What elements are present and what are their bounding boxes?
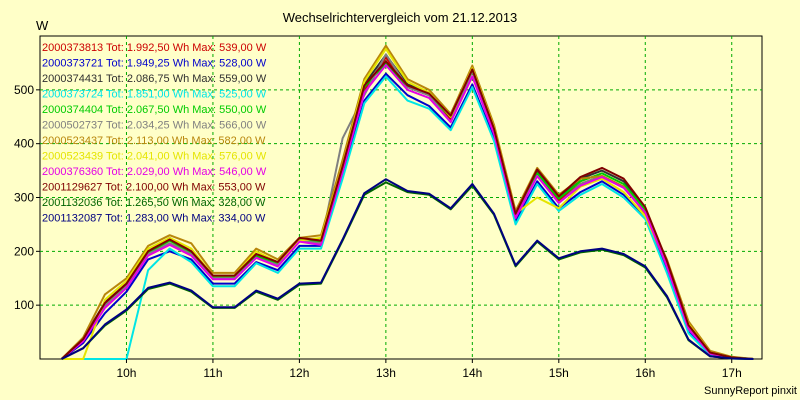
legend-entry-2000374404: 2000374404 Tot: 2.067,50 Wh Max: 550,00 … <box>42 104 267 116</box>
legend-entry-2000373724: 2000373724 Tot: 1.851,00 Wh Max: 525,00 … <box>42 89 267 101</box>
legend: 2000373813 Tot: 1.992,50 Wh Max: 539,00 … <box>42 42 267 225</box>
series-line-2000376360 <box>60 64 754 360</box>
y-axis-unit: W <box>36 18 49 33</box>
x-axis: 10h 11h 12h 13h 14h 15h 16h 17h <box>116 359 742 380</box>
y-tick-label: 100 <box>14 298 34 312</box>
legend-entry-2000376360: 2000376360 Tot: 2.029,00 Wh Max: 546,00 … <box>42 166 267 178</box>
y-tick-label: 200 <box>14 244 34 258</box>
chart-title: Wechselrichtervergleich vom 21.12.2013 <box>283 10 518 25</box>
legend-entry-2000523439: 2000523439 Tot: 2.041,00 Wh Max: 576,00 … <box>42 151 267 163</box>
series-line-2000523439 <box>61 47 754 360</box>
x-tick-label: 16h <box>635 366 655 380</box>
y-tick-label: 300 <box>14 191 34 205</box>
legend-entry-2000374431: 2000374431 Tot: 2.086,75 Wh Max: 559,00 … <box>42 73 267 85</box>
series-line-2001132087 <box>61 178 754 360</box>
series-line-2001129627 <box>60 60 754 360</box>
legend-entry-2000502737: 2000502737 Tot: 2.034,25 Wh Max: 566,00 … <box>42 120 267 132</box>
legend-entry-2001129627: 2001129627 Tot: 2.100,00 Wh Max: 553,00 … <box>42 182 266 194</box>
y-tick-label: 400 <box>14 137 34 151</box>
legend-entry-2001132036: 2001132036 Tot: 1.265,50 Wh Max: 328,00 … <box>42 197 266 209</box>
series-line-2000373724 <box>61 75 754 360</box>
x-tick-label: 12h <box>289 366 309 380</box>
legend-entry-2001132087: 2001132087 Tot: 1.283,00 Wh Max: 334,00 … <box>42 213 266 225</box>
y-axis: 100 200 300 400 500 <box>14 83 40 312</box>
x-tick-label: 15h <box>549 366 569 380</box>
x-tick-label: 13h <box>376 366 396 380</box>
x-tick-label: 17h <box>722 366 742 380</box>
x-tick-label: 14h <box>462 366 482 380</box>
x-tick-label: 11h <box>203 366 222 380</box>
series-layer <box>60 44 754 360</box>
legend-entry-2000373813: 2000373813 Tot: 1.992,50 Wh Max: 539,00 … <box>42 42 267 54</box>
x-tick-label: 10h <box>116 366 136 380</box>
legend-entry-2000373721: 2000373721 Tot: 1.949,25 Wh Max: 528,00 … <box>42 58 267 70</box>
footer-credit: SunnyReport pinxit <box>704 385 797 397</box>
legend-entry-2000523437: 2000523437 Tot: 2.113,00 Wh Max: 582,00 … <box>42 135 266 147</box>
y-tick-label: 500 <box>14 83 34 97</box>
